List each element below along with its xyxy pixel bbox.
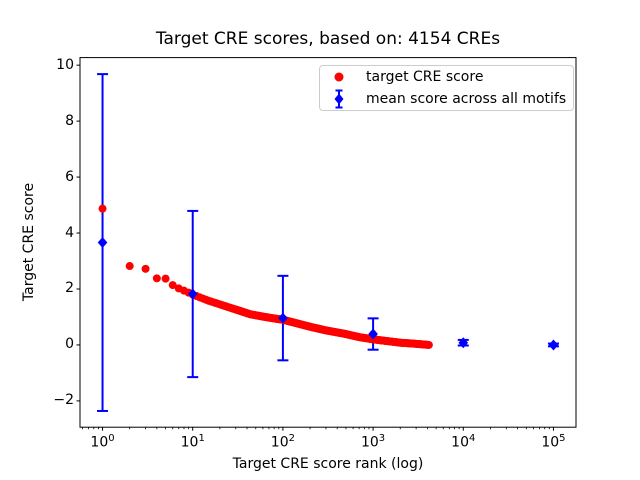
mean-diamond-marker — [368, 328, 378, 340]
y-tick-label-4: 4 — [65, 224, 74, 241]
y-tick-label-6: 6 — [65, 168, 74, 185]
mean-diamond-marker — [278, 312, 288, 324]
x-tick-label-10e3: 103 — [360, 433, 386, 451]
x-tick-label-10e5: 105 — [541, 433, 566, 451]
axis-tick-marks — [76, 64, 554, 431]
y-tick-label-10: 10 — [56, 56, 74, 73]
red-scatter-point — [168, 281, 177, 290]
legend-label: target CRE score — [366, 68, 484, 85]
y-tick-label-0: 0 — [65, 336, 74, 353]
x-tick-label-10e2: 102 — [270, 433, 296, 451]
mean-diamond-marker — [458, 337, 469, 349]
chart-marks — [97, 73, 559, 412]
plot-area-border — [79, 57, 577, 428]
x-tick-label-10e1: 101 — [180, 433, 205, 451]
blue-diamond-errorbar-marker-icon — [328, 88, 350, 110]
red-scatter-point — [161, 274, 170, 283]
red-scatter-point — [152, 274, 161, 283]
y-tick-label-−2: −2 — [53, 392, 74, 409]
mean-error-bars — [97, 73, 559, 412]
legend-label: mean score across all motifs — [366, 90, 567, 107]
red-scatter-point — [125, 262, 134, 271]
x-tick-label-10e0: 100 — [90, 433, 115, 451]
legend-item-mean-score: mean score across all motifs — [320, 88, 573, 110]
y-tick-label-2: 2 — [65, 280, 74, 297]
red-circle-marker-icon — [328, 66, 350, 88]
chart-title: Target CRE scores, based on: 4154 CREs — [155, 29, 501, 49]
red-scatter-point — [424, 340, 433, 349]
mean-score-diamonds — [97, 237, 559, 351]
x-tick-label-10e4: 104 — [451, 433, 476, 451]
target-score-points — [98, 204, 433, 349]
mean-diamond-marker — [548, 339, 559, 351]
x-axis-label: Target CRE score rank (log) — [232, 456, 424, 472]
legend-item-target-cre-score: target CRE score — [320, 66, 573, 88]
legend: target CRE score mean score across all m… — [319, 65, 574, 111]
red-scatter-point — [98, 204, 107, 213]
mean-diamond-marker — [97, 237, 108, 249]
red-scatter-point — [141, 264, 150, 273]
y-tick-label-8: 8 — [65, 112, 74, 129]
y-axis-label: Target CRE score — [21, 182, 37, 302]
mean-diamond-marker — [187, 288, 198, 300]
